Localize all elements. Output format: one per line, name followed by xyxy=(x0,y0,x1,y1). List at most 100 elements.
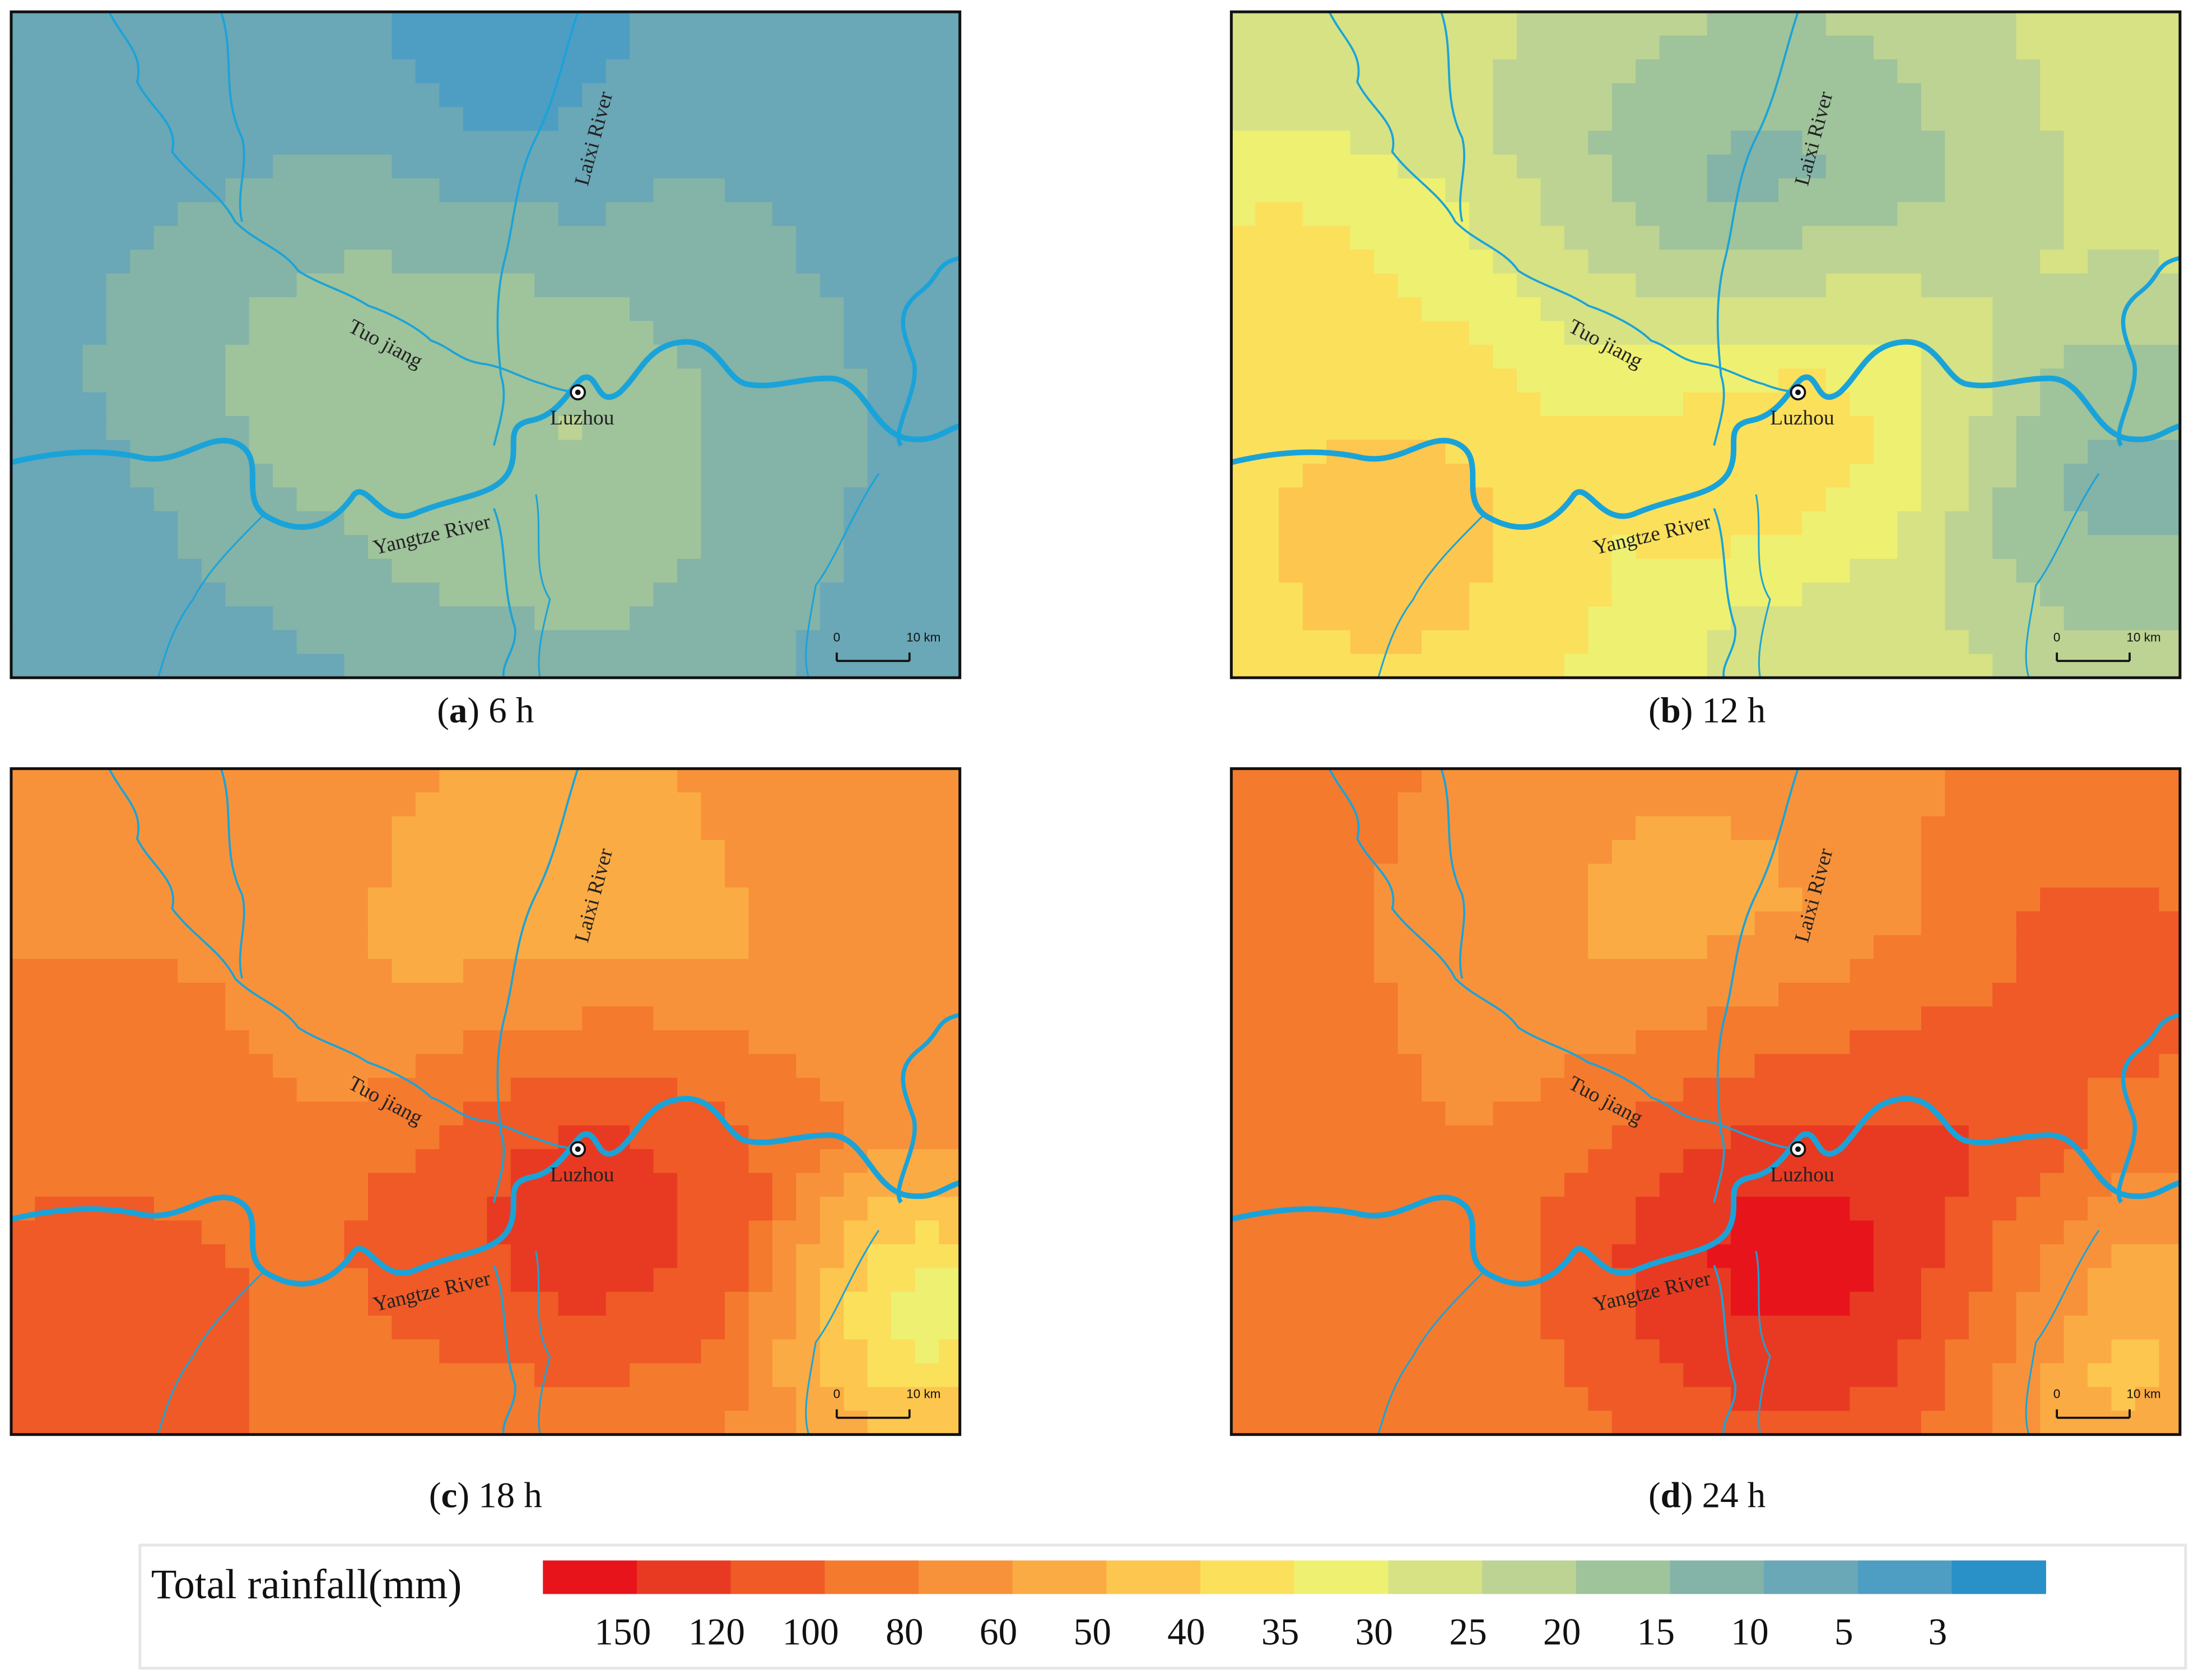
rainfall-zone xyxy=(1992,1220,2065,1245)
rainfall-zone xyxy=(1707,1006,1922,1031)
rainfall-zone xyxy=(1873,1268,1922,1293)
rainfall-zone xyxy=(1279,558,1494,584)
rainfall-zone xyxy=(1611,178,1708,203)
legend-swatch xyxy=(1951,1560,2046,1594)
rainfall-zone xyxy=(1850,392,1922,417)
rainfall-zone xyxy=(1945,1339,2017,1364)
rainfall-zone xyxy=(2040,1411,2181,1435)
legend-swatch xyxy=(1388,1560,1483,1594)
rainfall-zone xyxy=(1231,768,1423,794)
rainfall-zone xyxy=(701,464,869,488)
rainfall-zone xyxy=(867,464,960,488)
rainfall-zone xyxy=(249,321,654,346)
rainfall-zone xyxy=(796,1291,821,1317)
caption-rest: ) 12 h xyxy=(1681,690,1766,731)
rainfall-zone xyxy=(1231,1291,1541,1317)
rainfall-zone xyxy=(1945,511,1993,536)
rainfall-zone xyxy=(1374,887,1589,912)
rainfall-zone xyxy=(1469,464,1851,488)
rainfall-zone xyxy=(2016,440,2089,465)
rainfall-zone xyxy=(867,392,960,417)
rainfall-zone xyxy=(1588,864,1780,889)
rainfall-zone xyxy=(11,582,226,608)
rainfall-zone xyxy=(11,816,393,841)
rainfall-zone xyxy=(2111,1339,2160,1364)
rainfall-zone xyxy=(1611,558,1851,584)
rainfall-zone xyxy=(487,1197,678,1221)
rainfall-zone xyxy=(11,368,83,393)
rainfall-zone xyxy=(1540,297,1993,322)
rainfall-zone xyxy=(2088,249,2160,274)
rainfall-zone xyxy=(1921,273,2181,298)
rainfall-zone xyxy=(11,249,131,274)
rainfall-zone xyxy=(225,344,678,370)
rainfall-zone xyxy=(2111,1244,2181,1269)
caption-letter: c xyxy=(441,1476,457,1516)
legend-swatch xyxy=(1670,1560,1764,1594)
rainfall-zone xyxy=(653,1268,749,1293)
rainfall-zone xyxy=(844,1102,960,1126)
rainfall-zone xyxy=(1873,440,1922,465)
rainfall-zone xyxy=(867,1149,960,1174)
rainfall-zone xyxy=(1992,1363,2041,1388)
rainfall-zone xyxy=(367,1197,488,1221)
rainfall-zone xyxy=(1636,1315,1922,1341)
rainfall-zone xyxy=(1921,887,2041,912)
rainfall-zone xyxy=(1992,392,2041,417)
legend-swatch xyxy=(1576,1560,1671,1594)
rainfall-zone xyxy=(1398,273,1518,298)
legend-label: 80 xyxy=(886,1611,923,1653)
rainfall-zone xyxy=(1231,130,1351,156)
rainfall-zone xyxy=(11,1387,250,1412)
rainfall-zone xyxy=(439,83,583,108)
rainfall-zone xyxy=(2088,1268,2181,1293)
rainfall-zone xyxy=(1707,935,1875,960)
rainfall-zone xyxy=(1611,83,1922,108)
rainfall-zone xyxy=(1231,959,1375,984)
rainfall-zone xyxy=(1588,1387,1732,1412)
rainfall-zone xyxy=(1850,1387,1946,1412)
rainfall-zone xyxy=(1921,816,2181,841)
rainfall-zone xyxy=(1826,12,2017,36)
rainfall-zone xyxy=(1707,12,1827,36)
rainfall-zone xyxy=(1564,654,1708,678)
rainfall-zone xyxy=(1398,816,1637,841)
rainfall-zone xyxy=(748,1220,774,1245)
rainfall-zone xyxy=(1231,1387,1589,1412)
rainfall-zone xyxy=(1636,273,1827,298)
rainfall-zone xyxy=(11,487,155,512)
rainfall-zone xyxy=(1588,249,2041,274)
panel-caption: (a) 6 h xyxy=(437,690,534,731)
rainfall-zone xyxy=(1707,178,1780,203)
rainfall-zone xyxy=(1921,1006,2181,1031)
rainfall-zone xyxy=(1897,1339,1946,1364)
rainfall-zone xyxy=(11,630,297,655)
legend: 150 120 100 80 60 50 40 35 30 25 20 15 10 5 3 xyxy=(543,1560,2046,1653)
rainfall-zone xyxy=(796,1173,845,1198)
rainfall-zone xyxy=(1731,1220,1875,1245)
rainfall-zone xyxy=(1302,202,1470,227)
rainfall-zone xyxy=(1231,12,1518,36)
rainfall-zone xyxy=(1945,582,2041,608)
rainfall-zone xyxy=(1968,487,1993,512)
rainfall-zone xyxy=(344,249,393,274)
rainfall-zone xyxy=(439,1125,559,1150)
rainfall-zone xyxy=(11,606,274,631)
rainfall-zone xyxy=(1802,130,1946,156)
rainfall-zone xyxy=(1398,1030,1637,1055)
rainfall-zone xyxy=(2088,1291,2181,1317)
rainfall-zone xyxy=(392,840,726,865)
legend-swatch xyxy=(1482,1560,1577,1594)
rainfall-zone xyxy=(2040,1363,2089,1388)
rainfall-zone xyxy=(1350,130,1494,156)
rainfall-zone xyxy=(1493,130,1589,156)
rainfall-zone xyxy=(11,654,345,678)
rainfall-zone xyxy=(1255,202,1303,227)
rainfall-zone xyxy=(1469,226,1566,251)
legend-swatch xyxy=(1857,1560,1953,1594)
rainfall-zone xyxy=(1992,344,2065,370)
rainfall-zone xyxy=(11,392,108,417)
